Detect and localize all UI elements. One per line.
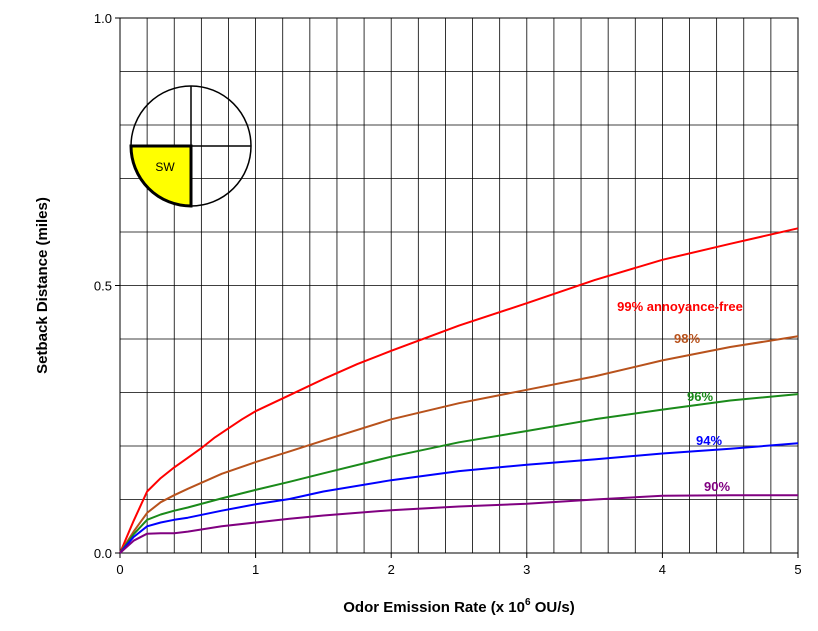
x-tick-label: 1 — [252, 562, 259, 577]
compass-sw-quadrant — [131, 146, 191, 206]
compass-sw-outline — [129, 144, 193, 208]
y-tick-label: 0.5 — [94, 279, 112, 294]
series-line-1 — [119, 227, 799, 554]
x-tick-label: 2 — [388, 562, 395, 577]
compass-sw-label: SW — [155, 160, 175, 174]
series-line-2 — [119, 335, 799, 554]
series-lines — [119, 227, 799, 554]
x-tick-label: 5 — [794, 562, 801, 577]
x-axis-title-main: Odor Emission Rate (x 10 — [343, 599, 525, 616]
y-axis-title: Setback Distance (miles) — [34, 197, 51, 374]
y-tick-label: 1.0 — [94, 11, 112, 26]
series-line-4 — [119, 442, 799, 554]
x-tick-label: 3 — [523, 562, 530, 577]
x-axis-title-unit: OU/s) — [531, 599, 575, 616]
series-label-1: 99% annoyance-free — [617, 299, 743, 314]
grid — [120, 18, 798, 553]
series-line-5 — [119, 494, 798, 554]
series-label-3: 96% — [687, 389, 713, 404]
series-labels: 99% annoyance-free 98% 96% 94% 90% — [617, 299, 743, 494]
series-label-5: 90% — [704, 479, 730, 494]
series-label-4: 94% — [696, 433, 722, 448]
series-label-2: 98% — [674, 331, 700, 346]
series-line-3 — [119, 393, 799, 554]
x-axis-title-exponent: 6 — [525, 597, 531, 608]
compass-rose: SW — [129, 85, 252, 208]
x-tick-label: 0 — [116, 562, 123, 577]
axis-ticks: 0 1 2 3 4 5 0.0 0.5 1.0 — [94, 11, 802, 577]
x-axis-title: Odor Emission Rate (x 106 OU/s) — [343, 597, 574, 616]
y-tick-label: 0.0 — [94, 546, 112, 561]
x-tick-label: 4 — [659, 562, 666, 577]
